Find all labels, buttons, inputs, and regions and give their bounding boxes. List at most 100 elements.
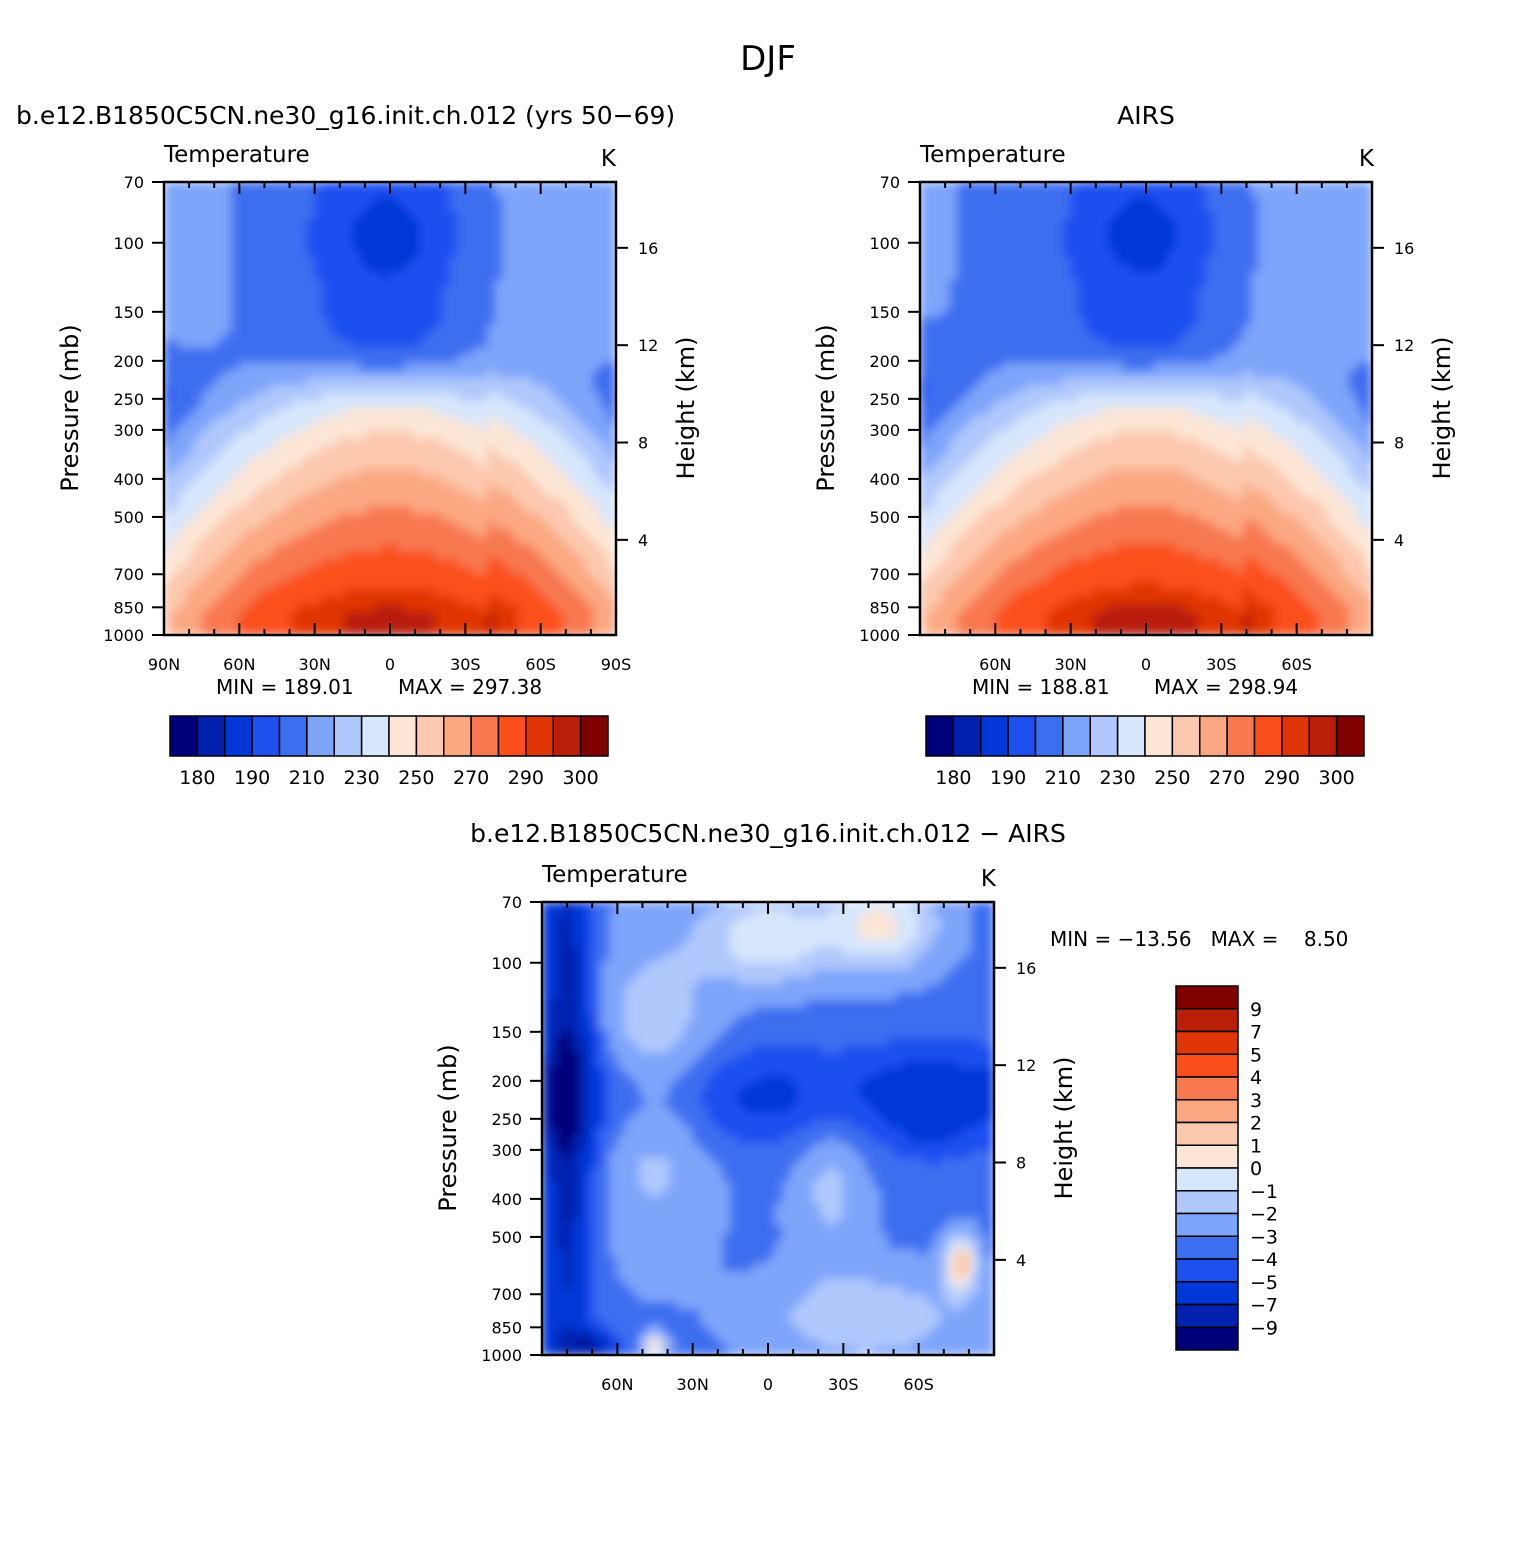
field-cell [600,416,609,425]
field-cell [284,536,293,545]
field-cell [525,574,534,583]
field-cell [518,521,527,530]
field-cell [269,408,278,417]
field-cell [201,370,210,379]
field-cell [367,446,376,455]
field-cell [171,423,180,432]
field-cell [405,468,414,477]
field-cell [503,227,512,236]
field-cell [329,257,338,266]
field-cell [359,423,368,432]
field-cell [231,416,240,425]
field-cell [578,408,587,417]
field-cell [329,295,338,304]
field-cell [427,310,436,319]
field-cell [359,333,368,342]
field-cell [284,597,293,606]
field-cell [1236,280,1245,289]
field-cell [209,521,218,530]
field-cell [1115,227,1124,236]
field-cell [525,265,534,274]
field-cell [231,484,240,493]
field-cell [292,348,301,357]
field-cell [487,551,496,560]
field-cell [548,393,557,402]
field-cell [525,333,534,342]
field-cell [1356,212,1365,221]
field-cell [405,333,414,342]
field-cell [942,295,951,304]
field-cell [442,438,451,447]
field-cell [1123,242,1132,251]
field-cell [359,325,368,334]
field-cell [1326,212,1335,221]
field-cell [1296,197,1305,206]
field-cell [927,242,936,251]
field-cell [525,227,534,236]
field-cell [1191,227,1200,236]
field-cell [510,416,519,425]
field-cell [442,370,451,379]
field-cell [1085,249,1094,258]
field-cell [367,265,376,274]
field-cell [487,212,496,221]
field-cell [359,340,368,349]
field-cell [472,242,481,251]
field-cell [427,265,436,274]
field-cell [254,400,263,409]
field-cell [555,567,564,576]
field-cell [269,597,278,606]
field-cell [390,453,399,462]
field-cell [585,476,594,485]
field-cell [427,423,436,432]
field-cell [1123,325,1132,334]
field-cell [1153,189,1162,198]
field-cell [397,559,406,568]
field-cell [224,212,233,221]
field-cell [1123,234,1132,243]
field-cell [224,468,233,477]
field-cell [412,559,421,568]
field-cell [216,567,225,576]
field-cell [927,227,936,236]
field-cell [307,325,316,334]
field-cell [563,393,572,402]
field-cell [284,393,293,402]
field-cell [518,506,527,515]
field-cell [201,453,210,462]
field-cell [314,468,323,477]
field-cell [179,506,188,515]
field-cell [292,544,301,553]
field-cell [254,257,263,266]
field-cell [261,317,270,326]
field-cell [1243,212,1252,221]
field-cell [525,446,534,455]
field-cell [179,446,188,455]
field-cell [1349,333,1358,342]
field-cell [1341,272,1350,281]
field-cell [254,514,263,523]
field-cell [367,423,376,432]
field-cell [194,219,203,228]
field-cell [352,317,361,326]
field-cell [299,431,308,440]
field-cell [435,265,444,274]
field-cell [201,589,210,598]
field-cell [442,310,451,319]
field-cell [600,302,609,311]
field-cell [405,400,414,409]
field-cell [239,302,248,311]
field-cell [261,340,270,349]
field-cell [1168,197,1177,206]
panel-model-max: MAX = 297.38 [398,675,542,699]
field-cell [525,529,534,538]
field-cell [246,393,255,402]
field-cell [359,370,368,379]
field-cell [1002,265,1011,274]
field-cell [367,212,376,221]
field-cell [171,506,180,515]
field-cell [1146,249,1155,258]
field-cell [1213,257,1222,266]
field-cell [284,431,293,440]
field-cell [337,559,346,568]
